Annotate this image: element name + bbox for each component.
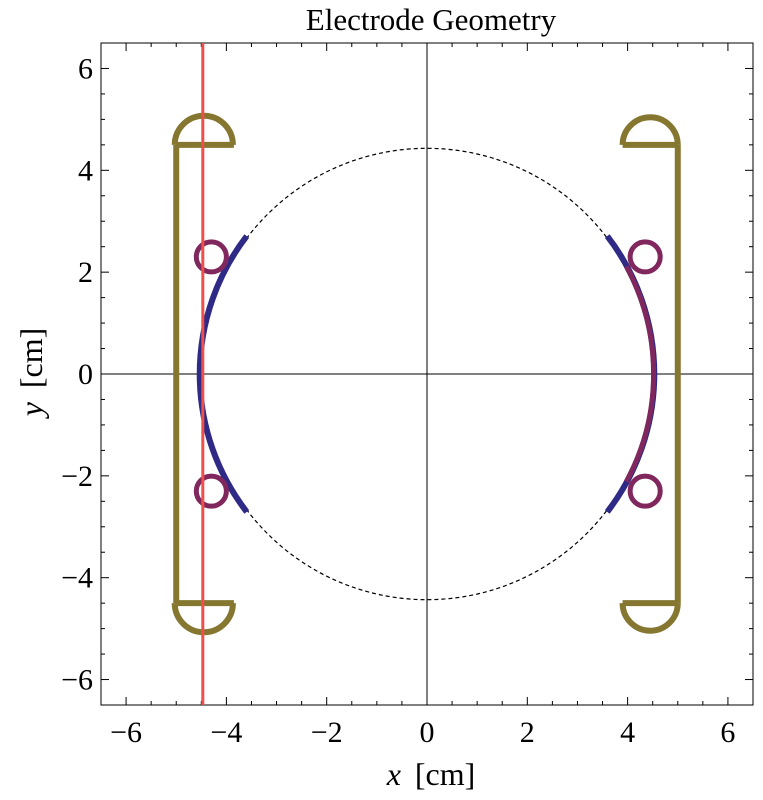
- x-axis-var: x: [386, 756, 401, 792]
- x-tick-label: −6: [110, 716, 142, 749]
- plot-marks: [101, 43, 753, 705]
- x-tick-label: 4: [620, 716, 635, 749]
- x-tick-label: 0: [420, 716, 435, 749]
- x-axis-label: x [cm]: [386, 756, 476, 792]
- x-tick-label: 2: [520, 716, 535, 749]
- y-tick-label: 6: [78, 52, 93, 85]
- ticks: −6 −4 −2 0 2 4 6 −6 −4 −2 0 2 4 6: [61, 42, 754, 749]
- x-tick-label: −2: [311, 716, 343, 749]
- rod-circle: [627, 473, 663, 509]
- x-axis-unit: [cm]: [415, 756, 475, 792]
- x-tick-label: −4: [210, 716, 242, 749]
- rod-circle: [627, 239, 663, 275]
- y-axis-unit: [cm]: [13, 328, 49, 388]
- chart-title: Electrode Geometry: [306, 2, 557, 37]
- y-tick-label: −4: [61, 562, 93, 595]
- rod-circle: [193, 473, 229, 509]
- frame-right: [619, 114, 681, 634]
- y-tick-label: 0: [78, 358, 93, 391]
- y-tick-label: 4: [78, 154, 93, 187]
- y-tick-label: −2: [61, 460, 93, 493]
- y-axis-label: y [cm]: [13, 328, 49, 420]
- frame-cap: [619, 602, 681, 634]
- frame-cap: [619, 114, 681, 146]
- electrode-arc: [196, 234, 250, 514]
- y-tick-label: −6: [61, 664, 93, 697]
- y-tick-label: 2: [78, 256, 93, 289]
- x-tick-label: 6: [720, 716, 735, 749]
- rod-arc: [624, 265, 657, 483]
- rod-circle: [193, 239, 229, 275]
- y-axis-var: y: [13, 401, 49, 419]
